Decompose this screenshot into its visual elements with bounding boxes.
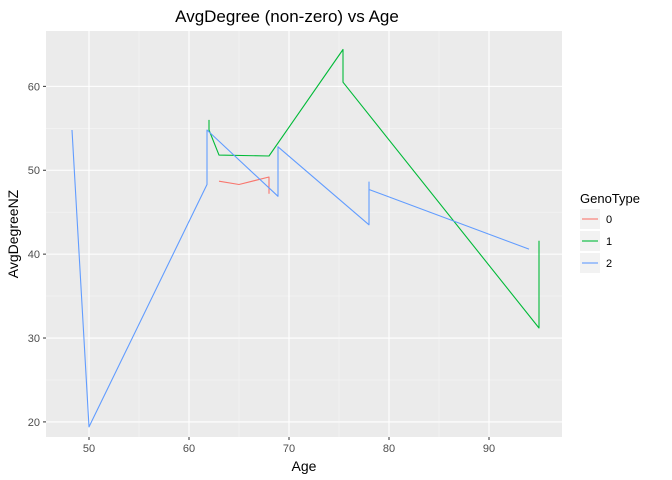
x-axis-title: Age [292,458,317,474]
x-tick-label: 70 [283,443,295,455]
legend-title: GenoType [580,191,640,206]
y-tick-label: 50 [28,165,40,177]
x-axis-ticks: 50 60 70 80 90 [83,437,495,455]
y-axis-title: AvgDegreeNZ [5,189,21,278]
x-tick-label: 80 [383,443,395,455]
legend-label: 1 [606,236,612,248]
legend-label: 0 [606,214,612,226]
legend-label: 2 [606,258,612,270]
plot-panel [46,31,562,437]
series-line-2 [71,129,530,428]
x-tick-label: 60 [183,443,195,455]
x-tick-label: 90 [483,443,495,455]
y-tick-label: 60 [28,81,40,93]
y-tick-label: 20 [28,417,40,429]
legend: GenoType 0 1 2 [580,191,640,273]
chart-title: AvgDegree (non-zero) vs Age [175,7,399,26]
y-tick-label: 40 [28,249,40,261]
y-tick-label: 30 [28,333,40,345]
grid-minor [46,31,562,437]
y-axis-ticks: 20 30 40 50 60 [28,81,46,429]
series-line-1 [208,48,540,329]
series-line-0 [218,176,270,194]
x-tick-label: 50 [83,443,95,455]
series-layer [71,48,540,428]
